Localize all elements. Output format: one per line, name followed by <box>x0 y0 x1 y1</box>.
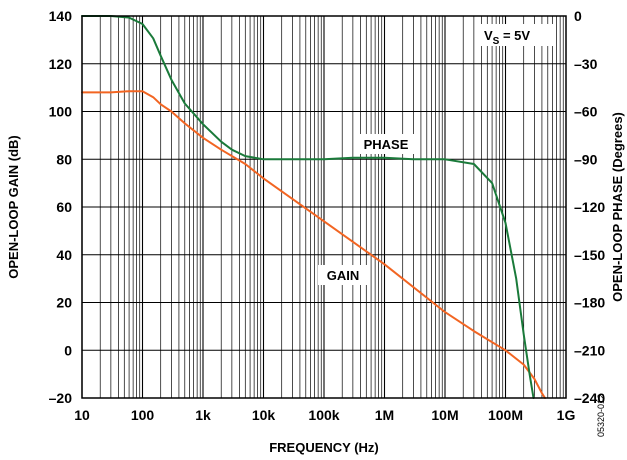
y-left-tick-label: 100 <box>49 104 73 120</box>
x-tick-label: 10 <box>74 407 90 423</box>
gain-line <box>81 90 546 399</box>
y-right-tick-label: –60 <box>574 104 598 120</box>
phase-annotation: PHASE <box>364 137 409 152</box>
figure-id: 05320-012 <box>596 394 606 437</box>
phase-line <box>81 15 535 399</box>
vs-value: = 5V <box>499 28 530 43</box>
x-tick-label: 100k <box>308 407 339 423</box>
supply-voltage-annotation: VS = 5V <box>476 24 554 47</box>
y-left-tick-label: 60 <box>56 199 72 215</box>
gain-annotation: GAIN <box>327 268 360 283</box>
y-right-tick-label: –30 <box>574 56 598 72</box>
grid <box>81 15 566 399</box>
x-tick-label: 10k <box>252 407 276 423</box>
series-lines <box>81 15 546 399</box>
y-right-tick-label: –180 <box>574 295 605 311</box>
x-tick-label: 10M <box>431 407 458 423</box>
vs-subscript: S <box>493 36 500 47</box>
y-right-axis-title: OPEN-LOOP PHASE (Degrees) <box>610 112 625 302</box>
y-right-tick-label: –240 <box>574 390 605 406</box>
y-left-tick-label: 40 <box>56 247 72 263</box>
y-right-tick-label: –150 <box>574 247 605 263</box>
x-tick-label: 1M <box>375 407 394 423</box>
vs-label: V <box>484 28 493 43</box>
svg-text:VS = 5V: VS = 5V <box>484 28 530 47</box>
gain-label-group: GAIN <box>318 265 368 285</box>
y-left-tick-label: 140 <box>49 8 73 24</box>
y-right-tick-label: –120 <box>574 199 605 215</box>
y-right-tick-label: –210 <box>574 342 605 358</box>
y-left-tick-label: 120 <box>49 56 73 72</box>
x-axis-title: FREQUENCY (Hz) <box>269 440 379 455</box>
x-tick-label: 1G <box>557 407 576 423</box>
y-left-tick-label: 20 <box>56 295 72 311</box>
phase-label-group: PHASE <box>355 134 417 154</box>
y-right-tick-label: –90 <box>574 151 598 167</box>
x-tick-label: 100 <box>131 407 155 423</box>
y-left-axis-title: OPEN-LOOP GAIN (dB) <box>6 135 21 278</box>
y-left-tick-label: –20 <box>49 390 73 406</box>
y-left-tick-label: 80 <box>56 151 72 167</box>
plot-frame <box>81 15 567 399</box>
x-tick-label: 100M <box>488 407 523 423</box>
tick-labels: 10 100 1k 10k 100k 1M 10M 100M 1G 140 120 100 80 60 40… <box>49 8 606 423</box>
y-right-tick-label: 0 <box>574 8 582 24</box>
y-left-tick-label: 0 <box>64 342 72 358</box>
x-tick-label: 1k <box>195 407 211 423</box>
